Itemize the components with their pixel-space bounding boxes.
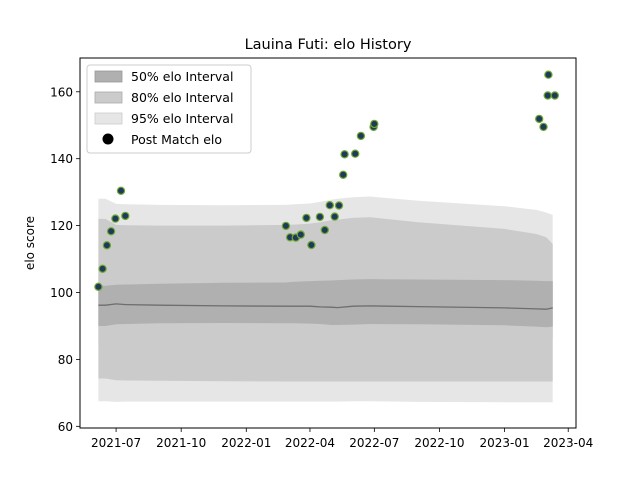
data-point-10 bbox=[296, 230, 305, 239]
x-tick-label-6: 2023-01 bbox=[479, 436, 529, 450]
data-point-6 bbox=[121, 211, 130, 221]
data-point-2 bbox=[102, 241, 112, 250]
chart-title: Lauina Futi: elo History bbox=[245, 37, 412, 53]
legend-label-80: 80% elo Interval bbox=[131, 90, 233, 105]
band-50 bbox=[98, 279, 553, 328]
legend-label-95: 95% elo Interval bbox=[131, 111, 233, 126]
data-point-0 bbox=[94, 282, 103, 291]
x-tick-label-5: 2022-10 bbox=[414, 436, 464, 450]
x-tick-label-2: 2022-01 bbox=[221, 436, 271, 450]
y-tick-label-1: 80 bbox=[58, 353, 73, 367]
x-tick-label-3: 2022-04 bbox=[285, 436, 335, 450]
x-tick-label-7: 2023-04 bbox=[543, 436, 593, 450]
data-point-23 bbox=[370, 119, 379, 129]
data-point-21 bbox=[356, 131, 366, 141]
data-point-28 bbox=[550, 91, 560, 100]
y-tick-label-3: 120 bbox=[50, 219, 73, 233]
data-point-18 bbox=[339, 170, 348, 179]
data-point-5 bbox=[116, 186, 126, 195]
legend: 50% elo Interval 80% elo Interval 95% el… bbox=[86, 64, 252, 154]
legend-swatch-50 bbox=[94, 70, 123, 83]
data-point-16 bbox=[330, 212, 339, 221]
data-point-27 bbox=[544, 70, 553, 79]
legend-swatch-95 bbox=[94, 112, 123, 125]
data-point-24 bbox=[535, 114, 544, 124]
legend-swatch-80 bbox=[94, 91, 123, 104]
y-axis-label: elo score bbox=[23, 216, 37, 270]
data-point-17 bbox=[334, 201, 344, 210]
data-point-11 bbox=[302, 213, 311, 223]
x-tick-label-4: 2022-07 bbox=[349, 436, 399, 450]
legend-label-post-match: Post Match elo bbox=[131, 132, 222, 147]
data-point-15 bbox=[325, 200, 334, 210]
y-tick-label-0: 60 bbox=[58, 420, 73, 434]
data-point-13 bbox=[315, 212, 325, 222]
median-line-group bbox=[98, 303, 553, 310]
median-line bbox=[98, 303, 553, 310]
x-tick-label-1: 2021-10 bbox=[156, 436, 206, 450]
data-point-20 bbox=[351, 149, 360, 158]
x-tick-label-0: 2021-07 bbox=[91, 436, 141, 450]
y-tick-label-2: 100 bbox=[50, 286, 73, 300]
legend-label-50: 50% elo Interval bbox=[131, 69, 233, 84]
data-point-26 bbox=[543, 91, 552, 100]
legend-marker-post-match bbox=[102, 133, 114, 145]
legend-box bbox=[86, 64, 252, 154]
elo-interval-bands bbox=[98, 196, 553, 403]
data-point-3 bbox=[106, 227, 116, 236]
data-point-4 bbox=[111, 214, 120, 223]
data-point-1 bbox=[98, 264, 107, 273]
data-point-25 bbox=[539, 122, 548, 132]
y-axis-ticks: 60 80 100 120 140 160 bbox=[50, 85, 80, 434]
post-match-points bbox=[94, 70, 560, 291]
y-tick-label-5: 160 bbox=[50, 85, 73, 99]
x-axis-ticks: 2021-07 2021-10 2022-01 2022-04 2022-07 2022-… bbox=[91, 428, 593, 450]
data-point-12 bbox=[307, 240, 316, 250]
y-tick-label-4: 140 bbox=[50, 152, 73, 166]
data-point-7 bbox=[281, 221, 291, 231]
data-point-19 bbox=[340, 150, 349, 159]
data-point-14 bbox=[320, 225, 329, 235]
axes-frame bbox=[79, 57, 577, 429]
